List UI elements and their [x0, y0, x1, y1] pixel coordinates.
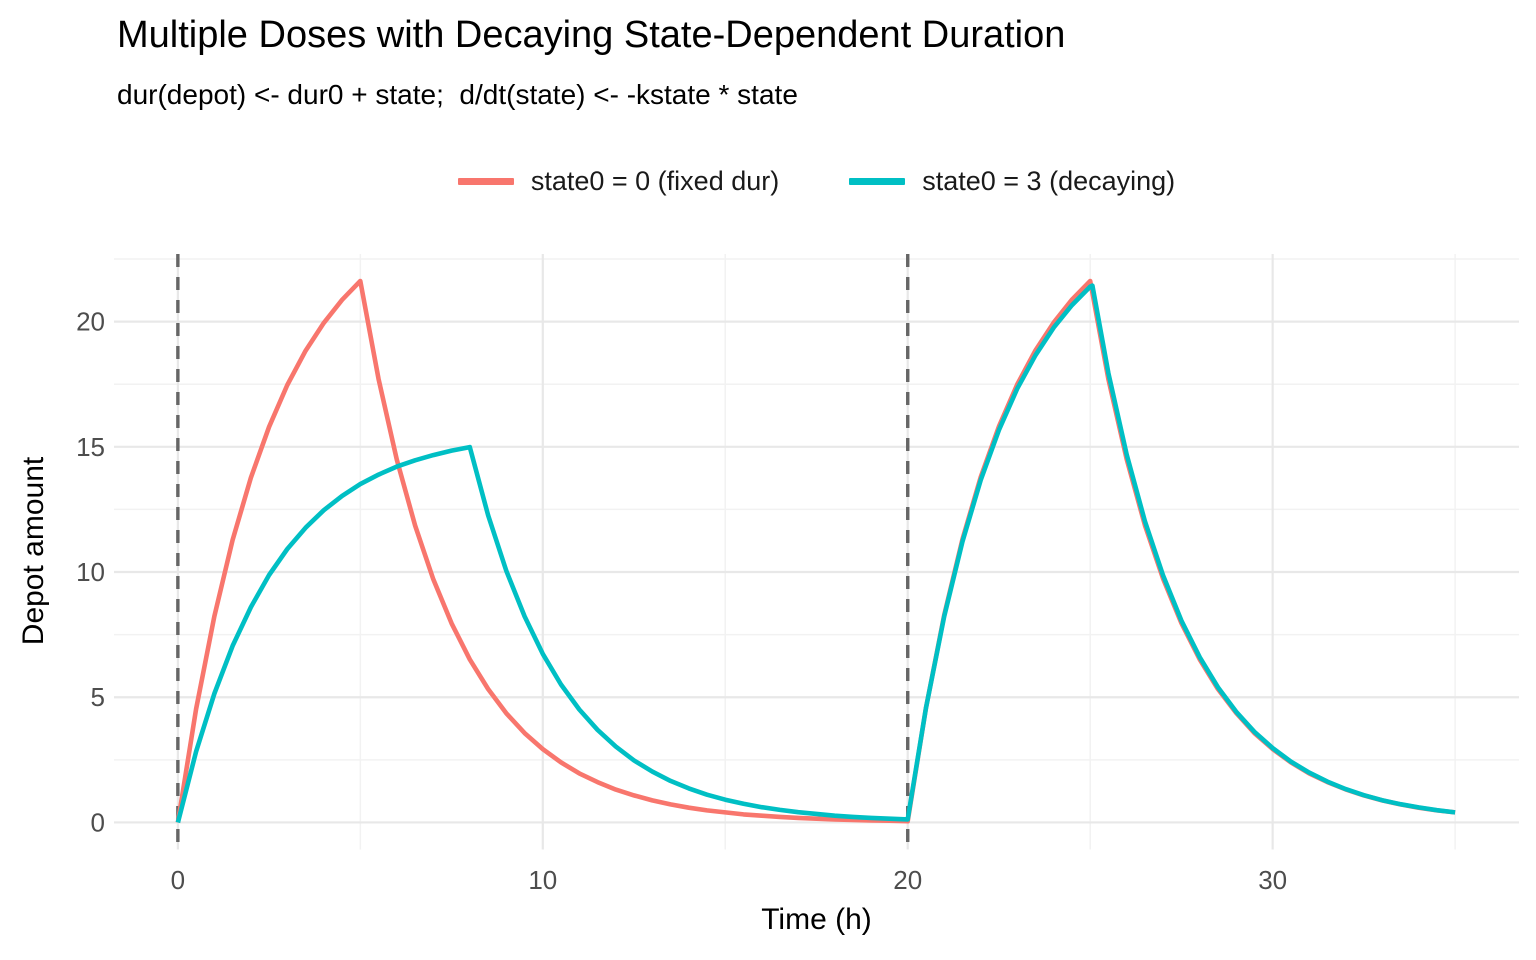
- legend-item-decaying: state0 = 3 (decaying): [849, 166, 1175, 197]
- legend: state0 = 0 (fixed dur) state0 = 3 (decay…: [114, 164, 1519, 198]
- y-tick-label: 20: [76, 307, 105, 337]
- legend-label: state0 = 3 (decaying): [922, 165, 1176, 196]
- y-axis-title: Depot amount: [17, 456, 50, 646]
- y-tick-label: 5: [91, 682, 105, 712]
- y-tick-label: 10: [76, 557, 105, 587]
- chart-title: Multiple Doses with Decaying State-Depen…: [117, 14, 1066, 56]
- series-line-1: [175, 283, 1456, 824]
- chart-subtitle: dur(depot) <- dur0 + state; d/dt(state) …: [117, 79, 798, 110]
- x-tick-label: 30: [1258, 865, 1287, 895]
- legend-key-line-icon: [849, 177, 906, 185]
- x-tick-label: 10: [528, 865, 557, 895]
- legend-item-fixed-dur: state0 = 0 (fixed dur): [457, 165, 780, 197]
- x-tick-label: 0: [171, 865, 185, 895]
- y-tick-label: 0: [91, 807, 105, 837]
- legend-label: state0 = 0 (fixed dur): [530, 165, 780, 196]
- x-axis-title: Time (h): [761, 903, 872, 936]
- legend-key-line-icon: [457, 177, 514, 185]
- x-tick-label: 20: [893, 865, 922, 895]
- y-tick-label: 15: [76, 432, 105, 462]
